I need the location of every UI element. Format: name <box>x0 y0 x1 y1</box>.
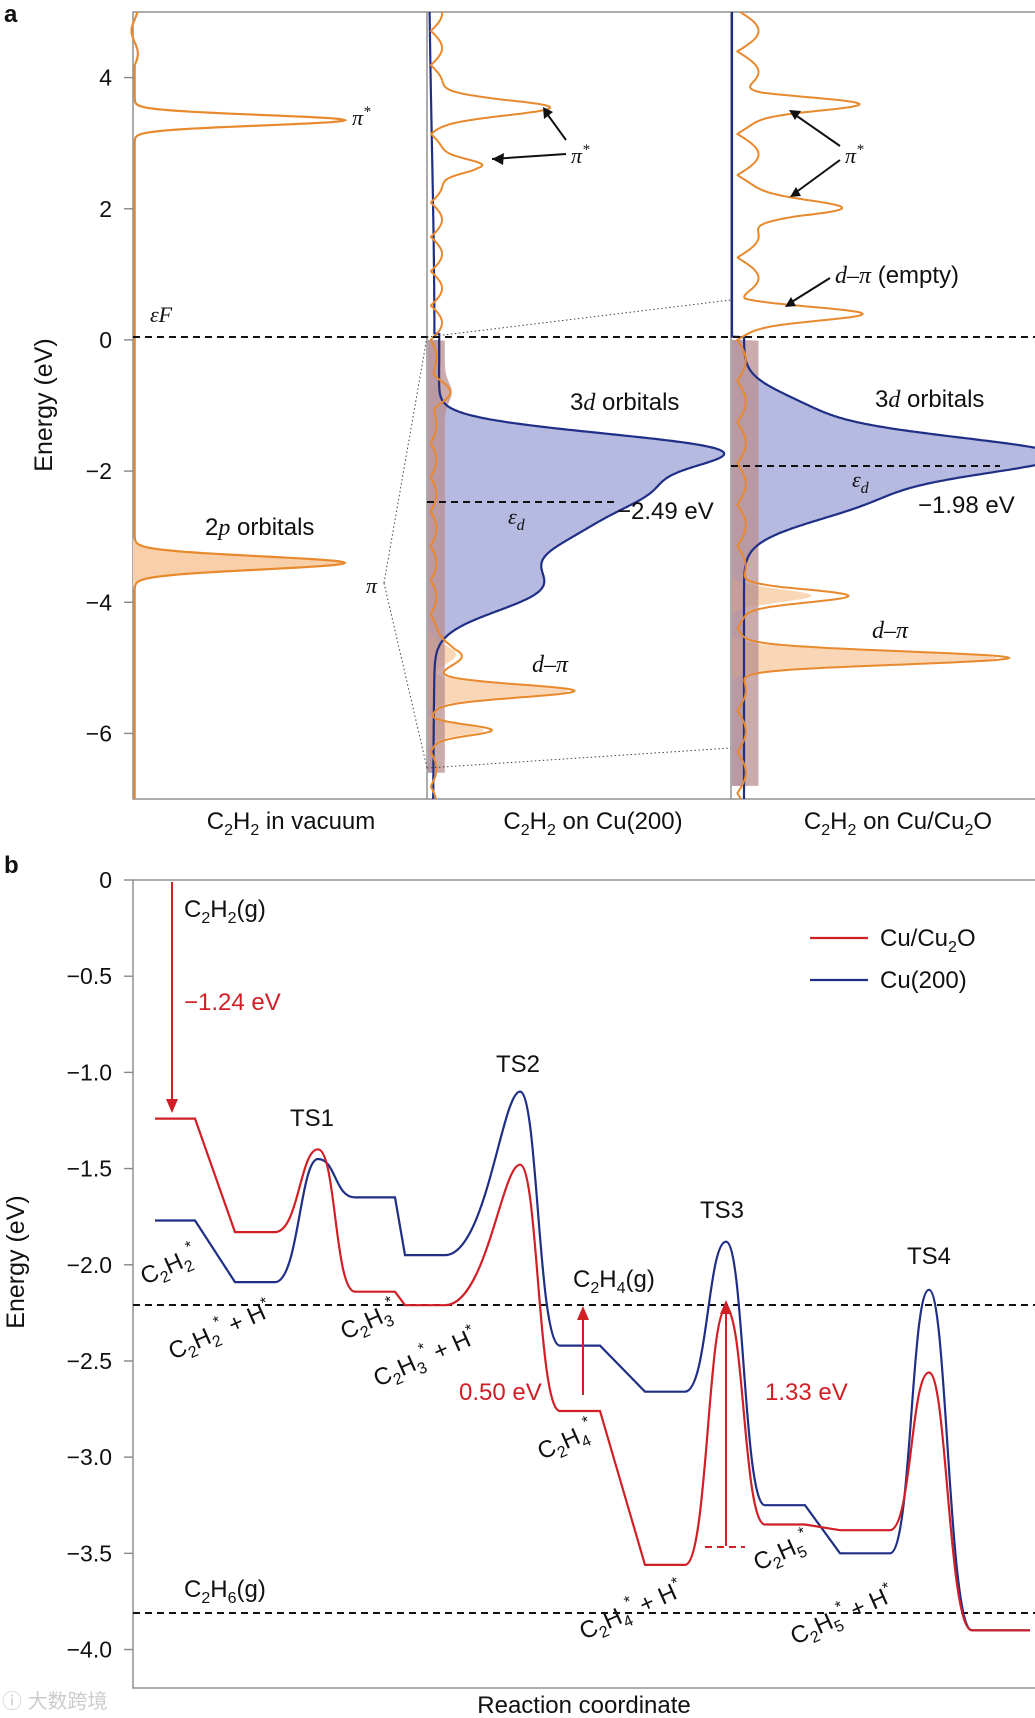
panel-a-y-tick-label: −2 <box>86 458 112 484</box>
desorption-barrier-arrowhead <box>577 1306 589 1320</box>
cu2o-d-pi-empty-arrowhead <box>785 297 796 307</box>
ts3-barrier-label: 1.33 eV <box>765 1379 848 1406</box>
panel-b-y-ticks: 0 −0.5 −1.0 −1.5 −2.0 −2.5 −3.0 −3.5 −4.0 <box>67 867 133 1663</box>
vacuum-2p-orbitals-label: 2p orbitals <box>205 514 314 541</box>
panel-b-y-tick-label: −2.5 <box>67 1348 112 1374</box>
cu2o-pi-star-arrowhead-1 <box>789 110 801 120</box>
panel-b-y-tick-label: −3.0 <box>67 1444 112 1470</box>
panel-a-y-axis-label: Energy (eV) <box>30 338 58 471</box>
c2h4-gas-label: C2H4(g) <box>573 1266 655 1297</box>
dos-cu2o-pi-fill <box>732 569 997 786</box>
cu200-pi-star-arrowhead-2 <box>543 107 553 119</box>
dos-cu200-pi-fill <box>428 628 568 773</box>
panel-a-y-tick-label: −4 <box>86 589 112 615</box>
panel-b-y-tick-label: −4.0 <box>67 1637 112 1663</box>
c2h4-star-h-star-label: C2H4* + H* <box>574 1573 688 1650</box>
ts2-label: TS2 <box>496 1051 540 1078</box>
panel-b-y-tick-label: −1.5 <box>67 1156 112 1182</box>
panel-b-frame <box>132 879 1035 1689</box>
adsorption-energy-arrowhead <box>166 1099 178 1113</box>
panel-b-x-axis-label: Reaction coordinate <box>477 1692 690 1718</box>
ts3-label: TS3 <box>700 1197 744 1224</box>
cu2o-3d-orbitals-label: 3d orbitals <box>875 386 984 413</box>
cu2o-d-pi-empty-label: d–π (empty) <box>835 262 959 289</box>
vacuum-subplot-label: C2H2 in vacuum <box>207 808 376 839</box>
cu2o-ed-value: −1.98 eV <box>918 492 1015 519</box>
fermi-level-label: εF <box>150 302 173 327</box>
ts3-barrier-arrowhead <box>720 1300 732 1314</box>
panel-b-y-tick-label: −2.0 <box>67 1252 112 1278</box>
cu200-pi-star-arrow-2 <box>544 110 567 141</box>
cu200-pi-star-arrow-1 <box>491 153 567 160</box>
cu2o-pi-star-label: π* <box>845 142 864 168</box>
c2h4-star-label: C2H4* <box>532 1413 600 1469</box>
desorption-energy-label: 0.50 eV <box>459 1379 542 1406</box>
panel-b-y-tick-label: −1.0 <box>67 1059 112 1085</box>
cu2o-pi-star-arrowhead-2 <box>790 187 801 197</box>
panel-a-frame <box>132 11 1035 800</box>
panel-b-y-tick-label: −0.5 <box>67 963 112 989</box>
panel-a-y-ticks: 4 2 0 −2 −4 −6 <box>86 65 133 746</box>
series-cu2o-profile <box>155 1117 1030 1632</box>
dos-cu2o-adsorbate-curve <box>735 11 1012 800</box>
panel-b-label: b <box>4 852 19 879</box>
dos-cu2o-d-band-curve <box>730 12 1035 799</box>
dos-vacuum-curve <box>130 11 348 799</box>
dos-cu200 <box>428 12 726 800</box>
panel-a-y-tick-label: 2 <box>99 196 112 222</box>
panel-b-y-tick-label: −3.5 <box>67 1540 112 1566</box>
legend: Cu/Cu2O Cu(200) <box>810 925 976 994</box>
cu200-3d-orbitals-label: 3d orbitals <box>570 389 679 416</box>
c2h2-gas-label: C2H2(g) <box>184 896 266 927</box>
dos-vacuum <box>130 11 348 799</box>
correlation-dotted-lines <box>383 299 732 769</box>
dos-cu200-adsorbate-curve <box>429 12 576 800</box>
c2h5-star-label: C2H5* <box>748 1524 816 1580</box>
adsorption-energy-label: −1.24 eV <box>184 989 281 1016</box>
dos-vacuum-pi-fill <box>133 536 343 596</box>
dos-cu200-d-band-curve <box>428 12 726 799</box>
vacuum-pi-star-label: π* <box>352 104 371 130</box>
panel-b-y-axis-label: Energy (eV) <box>2 1195 30 1328</box>
vacuum-pi-label: π <box>366 573 378 598</box>
panel-b-y-tick-label: 0 <box>99 867 112 893</box>
dos-cu200-d-band-fill <box>428 339 725 773</box>
ts1-label: TS1 <box>290 1105 334 1132</box>
watermark: ⓘ 大数跨境 <box>2 1690 108 1713</box>
panel-a-label: a <box>4 1 18 28</box>
series-cu200-profile <box>155 1090 1030 1632</box>
c2h2-star-label: C2H2* <box>135 1238 203 1294</box>
cu2o-subplot-label: C2H2 on Cu/Cu2O <box>804 808 992 839</box>
dos-cu2o <box>730 11 1035 800</box>
cu200-pi-star-label: π* <box>571 142 590 168</box>
c2h6-gas-label: C2H6(g) <box>184 1576 266 1607</box>
c2h5-star-h-star-label: C2H5* + H* <box>785 1578 899 1655</box>
panel-a-y-tick-label: −6 <box>86 720 112 746</box>
cu200-pi-star-arrowhead-1 <box>492 153 504 165</box>
cu2o-d-pi-label: d–π <box>872 618 909 644</box>
panel-a-y-tick-label: 4 <box>99 65 112 91</box>
dos-cu2o-d-band-fill <box>732 339 1035 786</box>
c2h3-star-label: C2H3* <box>335 1293 403 1349</box>
cu2o-pi-star-arrow-2 <box>794 159 841 194</box>
legend-cu2o-label: Cu/Cu2O <box>880 925 976 956</box>
legend-cu200-label: Cu(200) <box>880 967 967 994</box>
cu200-ed-value: −2.49 eV <box>617 498 714 525</box>
cu200-subplot-label: C2H2 on Cu(200) <box>503 808 682 839</box>
panel-a-y-tick-label: 0 <box>99 327 112 353</box>
ts4-label: TS4 <box>907 1243 951 1270</box>
cu200-d-pi-label: d–π <box>532 652 569 678</box>
cu2o-pi-star-arrow-1 <box>793 113 841 147</box>
cu2o-d-pi-empty-arrow <box>789 277 831 304</box>
